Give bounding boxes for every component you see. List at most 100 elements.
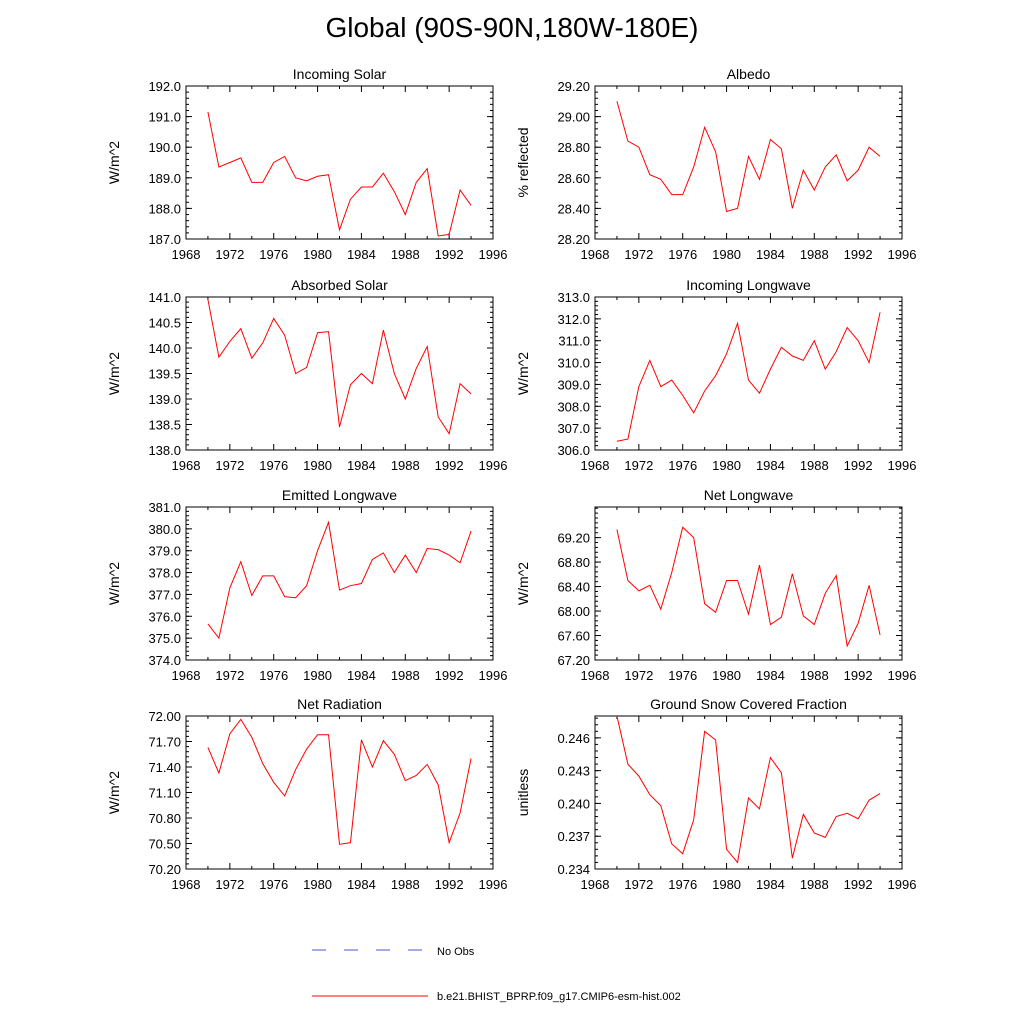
y-tick-label: 309.0: [557, 377, 590, 392]
x-tick-label: 1996: [888, 458, 917, 473]
x-tick-label: 1972: [215, 458, 244, 473]
x-tick-label: 1980: [303, 877, 332, 892]
y-tick-label: 189.0: [148, 171, 181, 186]
y-tick-label: 191.0: [148, 110, 181, 125]
y-tick-label: 187.0: [148, 232, 181, 247]
y-tick-label: 192.0: [148, 79, 181, 94]
y-tick-label: 70.50: [148, 837, 181, 852]
y-tick-label: 68.00: [557, 604, 590, 619]
x-tick-label: 1996: [479, 877, 508, 892]
x-tick-label: 1968: [172, 458, 201, 473]
x-tick-label: 1976: [259, 877, 288, 892]
plot-frame: [594, 85, 903, 240]
x-tick-label: 1996: [479, 668, 508, 683]
y-tick-label: 68.80: [557, 555, 590, 570]
series-line: [207, 299, 472, 435]
x-tick-label: 1976: [668, 247, 697, 262]
series-line: [616, 101, 881, 213]
series-line: [207, 718, 472, 845]
panels-group: Incoming Solar W/m^2 1968 1972 1976 1980 1984 1…: [106, 66, 916, 892]
y-tick-label: 380.0: [148, 522, 181, 537]
x-tick-label: 1980: [712, 458, 741, 473]
y-tick-label: 376.0: [148, 609, 181, 624]
panel-title: Ground Snow Covered Fraction: [650, 696, 847, 712]
series-line: [207, 520, 472, 640]
panel-title: Absorbed Solar: [291, 277, 388, 293]
x-tick-label: 1996: [479, 458, 508, 473]
series-line: [616, 526, 881, 648]
x-tick-label: 1984: [756, 668, 785, 683]
y-axis-label: % reflected: [515, 127, 531, 197]
y-tick-label: 28.40: [557, 201, 590, 216]
x-tick-label: 1968: [581, 877, 610, 892]
y-tick-label: 0.240: [557, 796, 590, 811]
x-tick-label: 1988: [391, 458, 420, 473]
x-tick-label: 1984: [347, 458, 376, 473]
panel-title: Net Longwave: [704, 487, 794, 503]
y-tick-label: 139.5: [148, 367, 181, 382]
x-tick-label: 1988: [800, 877, 829, 892]
plot-frame: [594, 296, 903, 451]
y-tick-label: 138.5: [148, 418, 181, 433]
y-tick-label: 0.246: [557, 731, 590, 746]
legend-label-obs: No Obs: [437, 946, 475, 958]
y-tick-label: 141.0: [148, 290, 181, 305]
x-tick-label: 1992: [435, 458, 464, 473]
y-tick-label: 313.0: [557, 290, 590, 305]
panel-emitted-longwave: Emitted Longwave W/m^2 1968 1972 1976 1980 198…: [106, 487, 507, 683]
x-tick-label: 1980: [712, 668, 741, 683]
y-axis-label: W/m^2: [106, 771, 122, 814]
x-tick-label: 1984: [347, 247, 376, 262]
y-tick-label: 377.0: [148, 587, 181, 602]
x-tick-label: 1996: [888, 668, 917, 683]
y-tick-label: 312.0: [557, 312, 590, 327]
panel-incoming-solar: Incoming Solar W/m^2 1968 1972 1976 1980 1984 1…: [106, 66, 507, 262]
x-tick-label: 1972: [624, 877, 653, 892]
panel-title: Emitted Longwave: [282, 487, 397, 503]
x-tick-label: 1992: [844, 247, 873, 262]
y-tick-label: 190.0: [148, 140, 181, 155]
figure-title: Global (90S-90N,180W-180E): [325, 12, 699, 43]
y-axis-label: W/m^2: [106, 352, 122, 395]
x-tick-label: 1992: [844, 668, 873, 683]
y-tick-label: 311.0: [558, 334, 590, 349]
x-tick-label: 1984: [347, 668, 376, 683]
x-tick-label: 1992: [844, 458, 873, 473]
x-tick-label: 1992: [844, 877, 873, 892]
panel-title: Incoming Longwave: [686, 277, 811, 293]
x-tick-label: 1972: [624, 247, 653, 262]
y-axis-label: W/m^2: [515, 562, 531, 605]
y-tick-label: 0.243: [557, 764, 590, 779]
x-tick-label: 1972: [215, 877, 244, 892]
x-tick-label: 1984: [756, 877, 785, 892]
series-line: [616, 312, 881, 442]
y-tick-label: 28.20: [557, 232, 590, 247]
x-tick-label: 1968: [172, 668, 201, 683]
x-tick-label: 1968: [172, 877, 201, 892]
x-tick-label: 1972: [215, 668, 244, 683]
y-tick-label: 379.0: [148, 544, 181, 559]
y-tick-label: 71.70: [148, 735, 181, 750]
x-tick-label: 1992: [435, 877, 464, 892]
x-tick-label: 1968: [581, 247, 610, 262]
x-tick-label: 1968: [581, 458, 610, 473]
y-tick-label: 70.20: [148, 862, 181, 877]
x-tick-label: 1992: [435, 247, 464, 262]
series-line: [616, 715, 881, 864]
x-tick-label: 1976: [668, 458, 697, 473]
y-tick-label: 140.0: [148, 341, 181, 356]
y-tick-label: 381.0: [148, 500, 181, 515]
y-tick-label: 71.40: [148, 760, 181, 775]
plot-frame: [594, 506, 903, 661]
y-tick-label: 29.00: [557, 110, 590, 125]
y-tick-label: 69.20: [557, 531, 590, 546]
x-tick-label: 1980: [303, 247, 332, 262]
x-tick-label: 1992: [435, 668, 464, 683]
panel-net-longwave: Net Longwave W/m^2 1968 1972 1976 1980 1984 198…: [515, 487, 916, 683]
legend: No Obs b.e21.BHIST_BPRP.f09_g17.CMIP6-esm…: [312, 946, 681, 1003]
x-tick-label: 1988: [800, 247, 829, 262]
x-tick-label: 1984: [756, 458, 785, 473]
panel-ground-snow-covered-fraction: Ground Snow Covered Fraction unitless 1968…: [515, 696, 916, 892]
panel-incoming-longwave: Incoming Longwave W/m^2 1968 1972 1976 1980 19…: [515, 277, 916, 473]
y-tick-label: 71.10: [148, 786, 181, 801]
